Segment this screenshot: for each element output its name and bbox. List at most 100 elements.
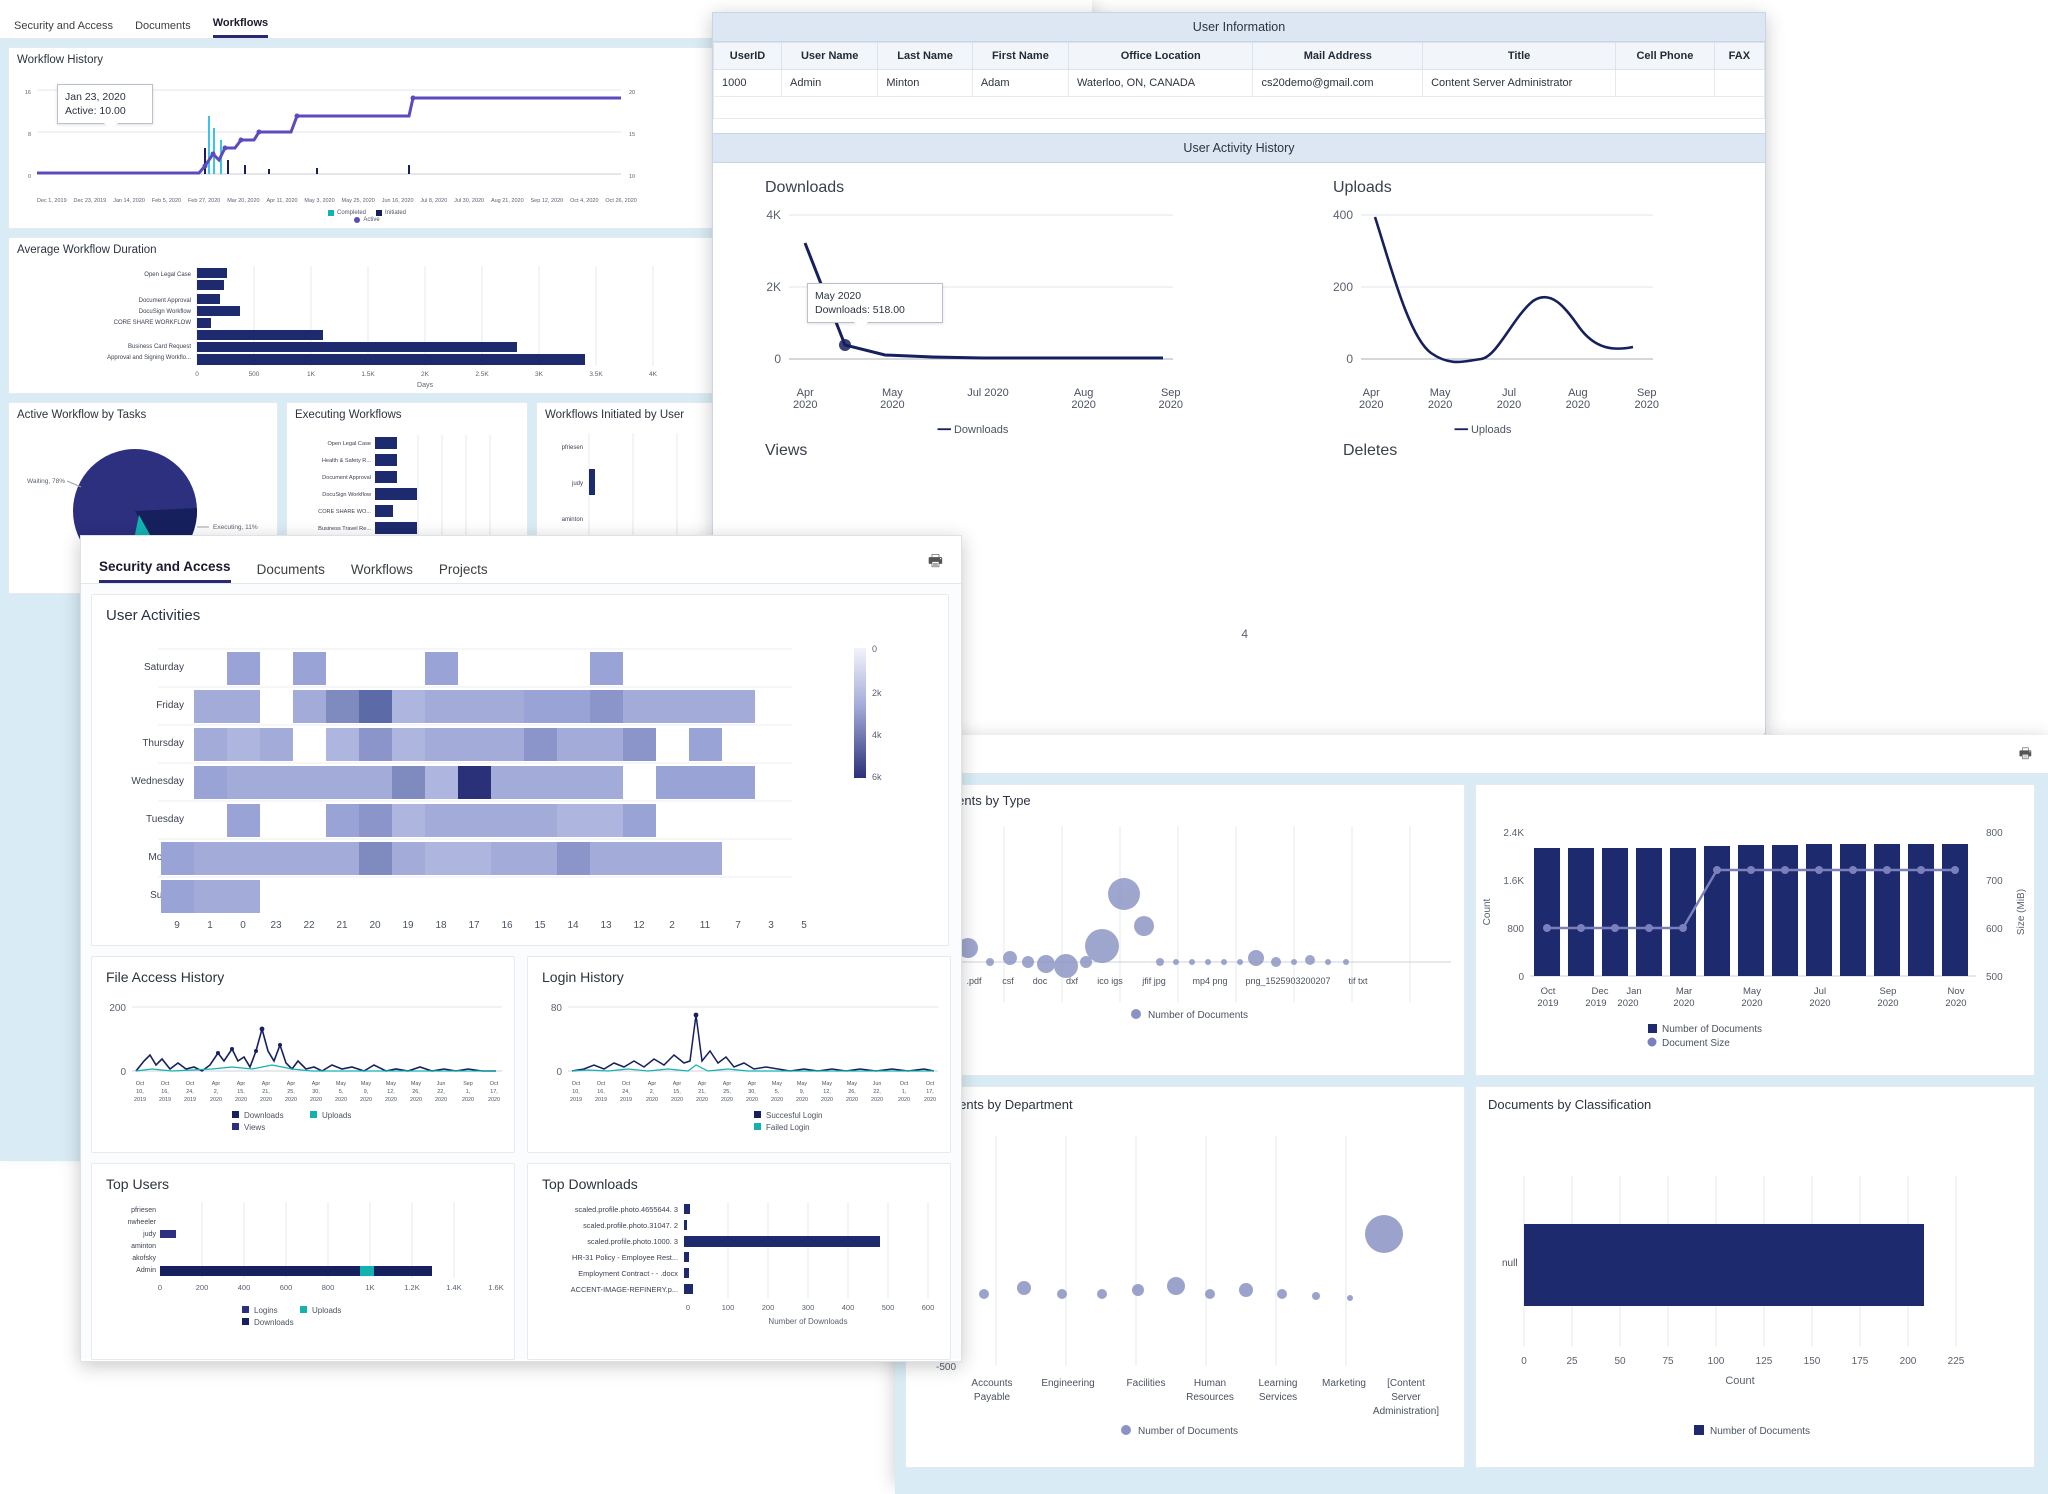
tab-workflows[interactable]: Workflows — [212, 17, 269, 38]
svg-text:Jun: Jun — [873, 1081, 882, 1087]
y-tick: 4 — [1241, 627, 1248, 641]
svg-text:Oct: Oct — [926, 1081, 935, 1087]
y-right-label: Size (MiB) — [2016, 889, 2027, 935]
x-tick: doc — [1033, 976, 1048, 986]
documents-history-legend: Number of Documents Document Size — [1647, 1024, 1762, 1049]
card-title: Documents by Classification — [1488, 1097, 1652, 1112]
svg-text:2020: 2020 — [235, 1097, 247, 1103]
svg-text:12,: 12, — [387, 1089, 395, 1095]
x-tick: Jul 8, 2020 — [420, 198, 448, 204]
card-login-history: Login History 80 0 Oct 10, 2019 Oct 16, 2019… — [527, 956, 951, 1153]
x-tick: Feb 27, 2020 — [187, 198, 221, 204]
svg-text:2020: 2020 — [746, 1097, 758, 1103]
svg-text:21,: 21, — [698, 1089, 706, 1095]
card-workflow-history: Workflow History 16 8 0 20 15 10 — [8, 47, 726, 229]
card-title: Average Workflow Duration — [17, 244, 157, 256]
bar-label: pfriesen — [131, 1207, 156, 1214]
svg-text:21,: 21, — [262, 1089, 270, 1095]
tab-projects[interactable]: Projects — [438, 562, 488, 577]
tab-documents[interactable]: Documents — [256, 562, 325, 577]
security-and-access-window[interactable]: Security and Access Documents Workflows … — [80, 535, 962, 1362]
x-tick: 2 — [669, 920, 675, 930]
svg-text:17,: 17, — [926, 1089, 934, 1095]
bar-label: nwheeler — [128, 1219, 157, 1226]
svg-text:Logins: Logins — [254, 1306, 278, 1315]
svg-text:2019: 2019 — [1537, 998, 1558, 1009]
svg-text:2020: 2020 — [310, 1097, 322, 1103]
x-tick: 19 — [402, 920, 414, 930]
printer-icon[interactable]: 🖶 — [2018, 745, 2032, 761]
table-row[interactable]: 1000 Admin Minton Adam Waterloo, ON, CAN… — [712, 69, 1766, 97]
svg-text:0: 0 — [195, 371, 199, 378]
svg-text:Apr: Apr — [212, 1081, 221, 1087]
bar-admin — [160, 1266, 432, 1276]
svg-text:2019: 2019 — [184, 1097, 196, 1103]
svg-text:4K: 4K — [649, 371, 658, 378]
cell-title: Content Server Administrator — [1422, 69, 1617, 97]
x-tick: Nov — [1948, 986, 1965, 997]
login-history-legend: Succesful Login Failed Login — [754, 1111, 822, 1132]
svg-text:Views: Views — [244, 1123, 265, 1132]
svg-text:2020: 2020 — [360, 1097, 372, 1103]
svg-text:Sep: Sep — [463, 1081, 473, 1087]
svg-text:2020: 2020 — [410, 1097, 422, 1103]
svg-text:Server: Server — [1391, 1392, 1421, 1403]
svg-text:1,: 1, — [466, 1089, 471, 1095]
x-tick: Sep 12, 2020 — [530, 198, 564, 204]
downloads-legend: ━━ Downloads — [937, 424, 1009, 436]
svg-text:Apr: Apr — [673, 1081, 682, 1087]
tab-security-and-access[interactable]: Security and Access — [99, 559, 231, 583]
svg-text:2020: 2020 — [671, 1097, 683, 1103]
x-tick: 200 — [1900, 1356, 1917, 1367]
card-title: Workflow History — [17, 54, 104, 66]
bar-label: scaled.profile.photo.4655644. 3 — [575, 1205, 678, 1214]
x-tick: 14 — [567, 920, 579, 930]
svg-text:15,: 15, — [237, 1089, 245, 1095]
x-axis-label: Days — [417, 382, 433, 389]
x-tick: Sep 2020 — [1634, 387, 1659, 411]
tab-documents[interactable]: Documents — [135, 20, 191, 32]
y-tick: 200 — [109, 1003, 126, 1014]
y-tick: 0 — [1346, 352, 1353, 366]
chart-title: Views — [765, 442, 808, 459]
svg-text:24,: 24, — [622, 1089, 630, 1095]
card-top-downloads: Top Downloads scaled.profile.photo.46556… — [527, 1163, 951, 1360]
y-tick: -500 — [936, 1362, 956, 1373]
x-tick: Dec 1, 2019 — [37, 198, 67, 204]
tooltip-value: Active: 10.00 — [65, 105, 126, 118]
svg-text:Oct: Oct — [490, 1081, 499, 1087]
tab-workflows[interactable]: Workflows — [350, 562, 413, 577]
chart-downloads: Downloads 4K 2K 0 May 2020 Downloads: 51… — [733, 179, 1213, 436]
x-tick: 1.2K — [404, 1283, 419, 1292]
colorbar-tick: 4k — [872, 730, 882, 740]
svg-text:2020: 2020 — [435, 1097, 447, 1103]
x-tick: 12 — [633, 920, 645, 930]
svg-text:Apr: Apr — [262, 1081, 271, 1087]
svg-text:2020: 2020 — [646, 1097, 658, 1103]
svg-text:Apr: Apr — [748, 1081, 757, 1087]
y-tick: 0 — [1518, 972, 1524, 983]
y-tick: 0 — [774, 352, 781, 366]
colorbar-tick: 0 — [872, 644, 877, 654]
x-tick: Mar — [1676, 986, 1692, 997]
y-tick: 200 — [1333, 280, 1353, 294]
tab-security-and-access[interactable]: Security and Access — [14, 20, 114, 32]
svg-text:2020: 2020 — [721, 1097, 733, 1103]
x-tick: 1K — [365, 1283, 374, 1292]
svg-text:12,: 12, — [823, 1089, 831, 1095]
x-tick: 9 — [174, 920, 180, 930]
x-tick: May 2020 — [880, 387, 905, 411]
card-file-access-history: File Access History 200 0 Oct 10, 2019 — [91, 956, 515, 1153]
svg-text:2020: 2020 — [462, 1097, 474, 1103]
svg-text:25,: 25, — [287, 1089, 295, 1095]
documents-dashboard-window[interactable]: 🖶 Documents by Type — [895, 735, 2048, 1494]
empty-cell — [713, 96, 1765, 119]
documents-by-classification-legend: Number of Documents — [1694, 1425, 1810, 1437]
security-tabbar[interactable]: Security and Access Documents Workflows … — [81, 536, 961, 584]
x-tick: Jul 2020 — [967, 387, 1009, 399]
x-tick: Learning — [1259, 1378, 1298, 1389]
x-tick: Mar 20, 2020 — [227, 198, 260, 204]
x-tick: 15 — [534, 920, 546, 930]
svg-text:16,: 16, — [161, 1089, 169, 1095]
printer-icon[interactable]: 🖶 — [927, 553, 943, 570]
